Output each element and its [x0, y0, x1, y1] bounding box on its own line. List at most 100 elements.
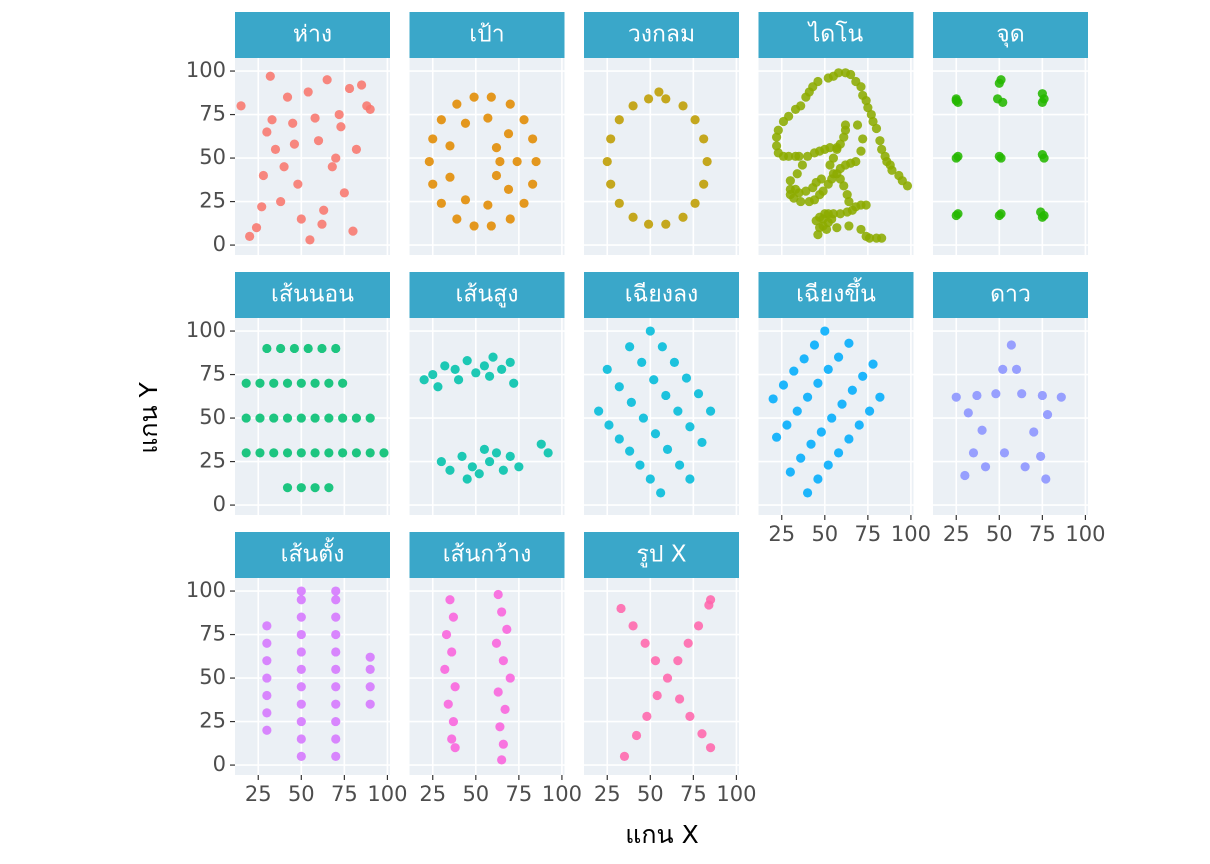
point	[276, 343, 286, 354]
point	[864, 233, 875, 243]
point	[236, 101, 246, 111]
point	[310, 448, 320, 458]
point	[1056, 392, 1066, 402]
point	[606, 179, 616, 189]
point	[331, 734, 341, 744]
point	[505, 214, 515, 224]
point	[356, 80, 367, 90]
panel-background	[409, 318, 565, 515]
x-tick-label: 25	[768, 522, 795, 546]
point	[815, 223, 825, 233]
y-tick-label: 25	[199, 189, 226, 213]
point	[685, 711, 695, 721]
point	[837, 399, 847, 409]
point	[953, 151, 963, 161]
point	[262, 673, 272, 683]
point	[296, 595, 306, 605]
point	[1036, 451, 1046, 461]
x-tick-label: 25	[245, 782, 272, 806]
y-tick-label: 25	[199, 449, 226, 473]
point	[344, 83, 355, 94]
point	[844, 221, 854, 231]
point	[296, 214, 306, 224]
point	[331, 586, 341, 596]
point	[813, 474, 823, 484]
point	[674, 460, 685, 470]
point	[497, 607, 507, 617]
point	[661, 390, 671, 401]
point	[469, 221, 479, 231]
point	[419, 375, 429, 385]
point	[699, 134, 709, 144]
point	[255, 413, 265, 423]
point	[951, 94, 961, 104]
point	[265, 71, 275, 81]
panel-background	[409, 578, 565, 775]
point	[790, 104, 801, 114]
point	[251, 223, 262, 233]
point	[968, 448, 979, 458]
point	[424, 156, 434, 167]
point	[673, 656, 683, 666]
point	[331, 647, 341, 657]
point	[839, 132, 849, 142]
strip	[933, 12, 1088, 58]
strip	[409, 12, 565, 58]
point	[503, 129, 514, 139]
point	[317, 219, 327, 229]
y-tick-label: 100	[186, 578, 226, 602]
point	[331, 664, 341, 674]
point	[365, 104, 375, 114]
point	[614, 115, 624, 125]
point	[813, 230, 823, 240]
point	[296, 413, 306, 423]
point	[699, 179, 709, 189]
point	[650, 429, 661, 439]
point	[483, 200, 493, 210]
point	[816, 427, 826, 437]
point	[875, 136, 885, 146]
panel-title: วงกลม	[628, 22, 695, 48]
point	[486, 92, 496, 102]
point	[847, 385, 857, 395]
point	[296, 734, 306, 744]
point	[379, 448, 389, 458]
point	[951, 392, 961, 402]
point	[856, 82, 866, 92]
point	[483, 113, 493, 123]
point	[673, 406, 683, 416]
point	[450, 364, 460, 374]
point	[778, 116, 789, 127]
strip	[235, 272, 390, 318]
panel-title: ดาว	[990, 282, 1031, 308]
point	[1039, 153, 1049, 163]
point	[276, 196, 286, 207]
point	[852, 120, 863, 130]
point	[844, 434, 854, 444]
point	[839, 181, 849, 191]
point	[334, 109, 344, 120]
point	[835, 174, 845, 184]
point	[833, 352, 844, 362]
point	[996, 209, 1006, 219]
point	[255, 448, 265, 458]
point	[491, 638, 502, 648]
point	[678, 212, 688, 222]
point	[977, 425, 987, 435]
point	[331, 716, 341, 727]
point	[445, 172, 455, 182]
panel-title: ห่าง	[293, 22, 332, 48]
point	[338, 448, 348, 458]
point	[851, 156, 861, 167]
y-tick-label: 0	[213, 232, 226, 256]
point	[310, 378, 320, 388]
point	[799, 354, 809, 364]
point	[868, 359, 878, 369]
point	[823, 364, 833, 374]
point	[289, 343, 300, 354]
y-tick-label: 0	[213, 492, 226, 516]
point	[820, 326, 830, 336]
point	[528, 179, 538, 189]
y-tick-label: 75	[199, 362, 226, 386]
